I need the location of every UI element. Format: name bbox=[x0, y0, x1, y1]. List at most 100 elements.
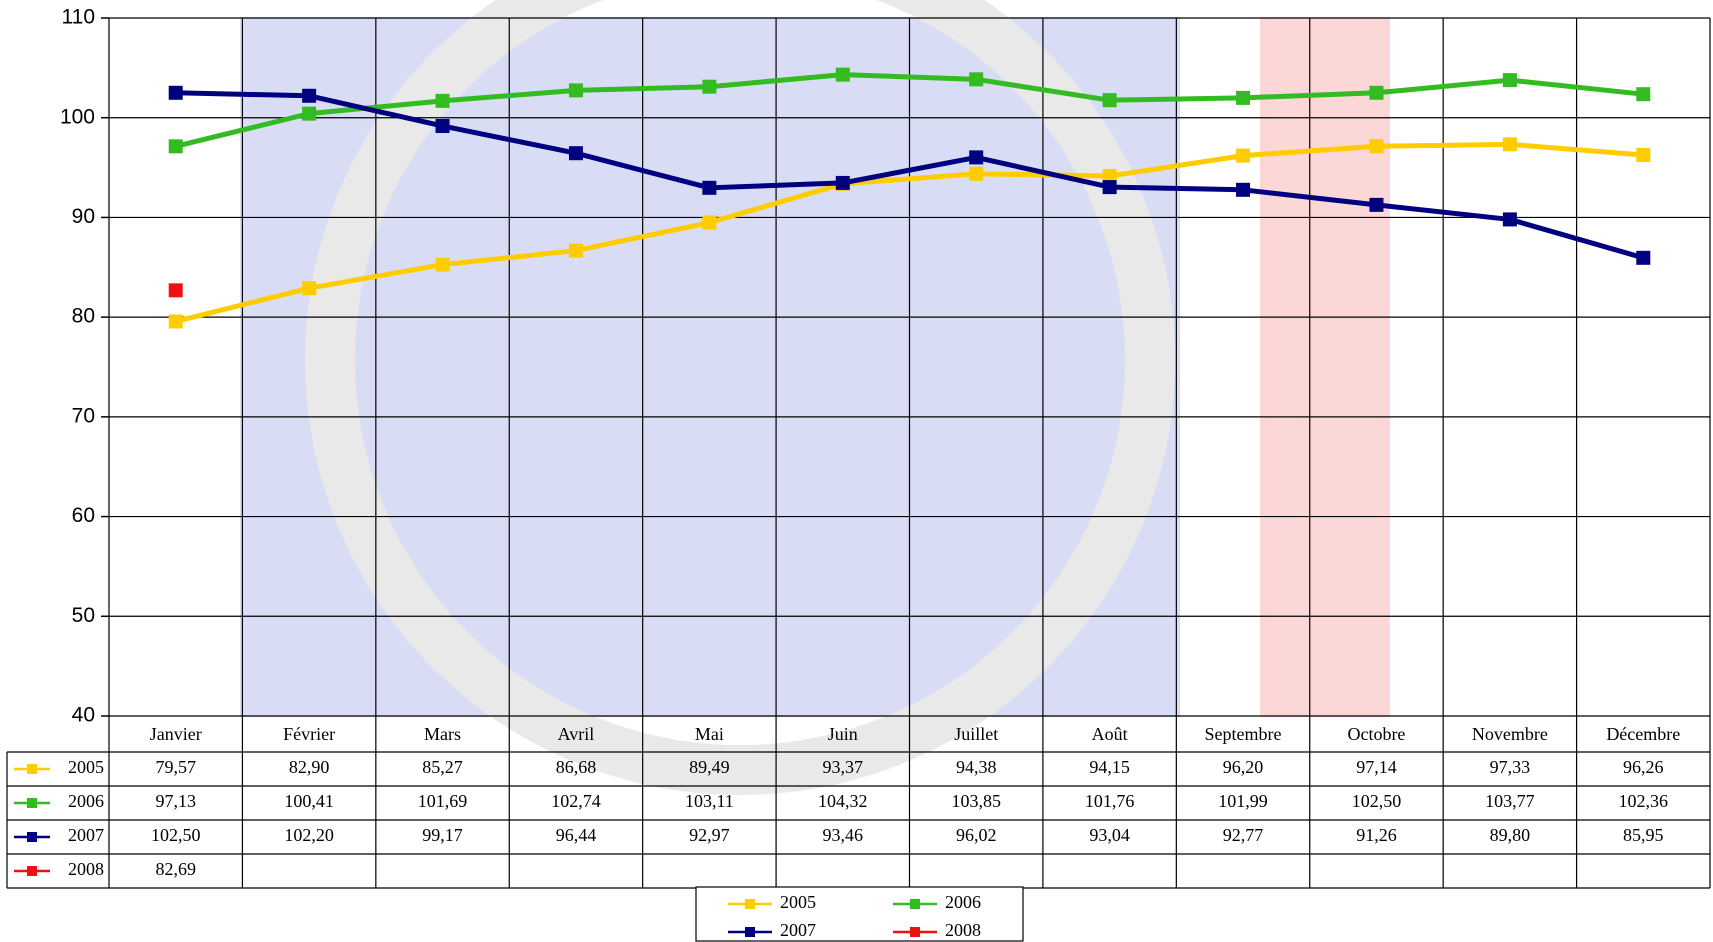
table-series-name: 2006 bbox=[68, 791, 104, 811]
x-tick-label: Juillet bbox=[954, 724, 998, 744]
table-value: 96,44 bbox=[556, 825, 597, 845]
x-tick-label: Avril bbox=[558, 724, 595, 744]
x-tick-label: Août bbox=[1092, 724, 1128, 744]
point-marker bbox=[302, 89, 316, 103]
table-value: 89,49 bbox=[689, 757, 730, 777]
point-marker bbox=[302, 107, 316, 121]
point-marker bbox=[169, 283, 183, 297]
table-value: 85,95 bbox=[1623, 825, 1664, 845]
table-value: 94,38 bbox=[956, 757, 997, 777]
legend-marker bbox=[27, 798, 37, 808]
legend-marker bbox=[27, 764, 37, 774]
x-tick-label: Juin bbox=[828, 724, 858, 744]
table-value: 102,50 bbox=[151, 825, 201, 845]
x-tick-label: Novembre bbox=[1472, 724, 1548, 744]
y-tick-label: 110 bbox=[62, 6, 95, 29]
x-tick-label: Septembre bbox=[1205, 724, 1282, 744]
point-marker bbox=[969, 72, 983, 86]
table-value: 99,17 bbox=[422, 825, 463, 845]
point-marker bbox=[702, 181, 716, 195]
y-tick-label: 40 bbox=[72, 704, 95, 727]
y-tick-label: 80 bbox=[72, 305, 95, 328]
point-marker bbox=[1636, 148, 1650, 162]
table-value: 101,99 bbox=[1218, 791, 1268, 811]
legend-label: 2008 bbox=[945, 920, 981, 940]
point-marker bbox=[1503, 212, 1517, 226]
table-value: 92,97 bbox=[689, 825, 730, 845]
point-marker bbox=[1103, 180, 1117, 194]
table-series-name: 2008 bbox=[68, 859, 104, 879]
table-value: 101,69 bbox=[418, 791, 468, 811]
table-value: 102,74 bbox=[551, 791, 601, 811]
point-marker bbox=[1103, 93, 1117, 107]
table-value: 96,26 bbox=[1623, 757, 1664, 777]
legend-marker bbox=[27, 832, 37, 842]
table-value: 102,20 bbox=[284, 825, 334, 845]
y-tick-label: 60 bbox=[72, 504, 95, 527]
table-value: 93,46 bbox=[823, 825, 864, 845]
table-value: 97,33 bbox=[1490, 757, 1531, 777]
table-value: 89,80 bbox=[1490, 825, 1531, 845]
table-value: 93,37 bbox=[823, 757, 864, 777]
point-marker bbox=[1236, 183, 1250, 197]
table-value: 91,26 bbox=[1356, 825, 1397, 845]
legend-marker bbox=[745, 899, 755, 909]
table-series-name: 2005 bbox=[68, 757, 104, 777]
point-marker bbox=[1503, 137, 1517, 151]
point-marker bbox=[169, 86, 183, 100]
point-marker bbox=[1636, 251, 1650, 265]
legend-label: 2005 bbox=[780, 892, 816, 912]
table-value: 92,77 bbox=[1223, 825, 1264, 845]
point-marker bbox=[169, 314, 183, 328]
table-value: 94,15 bbox=[1089, 757, 1130, 777]
point-marker bbox=[569, 83, 583, 97]
x-tick-label: Mars bbox=[424, 724, 461, 744]
table-value: 102,36 bbox=[1619, 791, 1669, 811]
y-tick-label: 50 bbox=[72, 604, 95, 627]
table-value: 97,13 bbox=[155, 791, 196, 811]
point-marker bbox=[1369, 86, 1383, 100]
table-value: 100,41 bbox=[284, 791, 334, 811]
x-tick-label: Mai bbox=[695, 724, 724, 744]
point-marker bbox=[1236, 149, 1250, 163]
point-marker bbox=[1369, 198, 1383, 212]
legend-marker bbox=[745, 927, 755, 937]
table-value: 85,27 bbox=[422, 757, 463, 777]
point-marker bbox=[302, 281, 316, 295]
x-tick-label: Février bbox=[283, 724, 335, 744]
point-marker bbox=[836, 68, 850, 82]
table-value: 102,50 bbox=[1352, 791, 1402, 811]
point-marker bbox=[702, 80, 716, 94]
y-tick-label: 70 bbox=[72, 404, 95, 427]
table-value: 103,85 bbox=[951, 791, 1001, 811]
point-marker bbox=[169, 139, 183, 153]
table-value: 82,90 bbox=[289, 757, 330, 777]
legend-marker bbox=[910, 927, 920, 937]
x-tick-label: Janvier bbox=[150, 724, 202, 744]
table-value: 96,20 bbox=[1223, 757, 1264, 777]
y-tick-label: 100 bbox=[60, 105, 95, 128]
legend-label: 2006 bbox=[945, 892, 981, 912]
point-marker bbox=[836, 176, 850, 190]
point-marker bbox=[1369, 139, 1383, 153]
legend-label: 2007 bbox=[780, 920, 816, 940]
point-marker bbox=[969, 167, 983, 181]
table-value: 93,04 bbox=[1089, 825, 1130, 845]
watermark bbox=[240, 0, 1390, 770]
point-marker bbox=[569, 244, 583, 258]
table-value: 79,57 bbox=[155, 757, 196, 777]
point-marker bbox=[436, 258, 450, 272]
point-marker bbox=[436, 119, 450, 133]
point-marker bbox=[1236, 91, 1250, 105]
point-marker bbox=[436, 94, 450, 108]
table-value: 86,68 bbox=[556, 757, 597, 777]
x-tick-label: Décembre bbox=[1606, 724, 1680, 744]
table-value: 96,02 bbox=[956, 825, 997, 845]
point-marker bbox=[702, 216, 716, 230]
table-value: 97,14 bbox=[1356, 757, 1397, 777]
point-marker bbox=[1636, 87, 1650, 101]
point-marker bbox=[1503, 73, 1517, 87]
chart: 405060708090100110JanvierFévrierMarsAvri… bbox=[0, 0, 1713, 942]
table-value: 103,77 bbox=[1485, 791, 1535, 811]
legend-marker bbox=[27, 866, 37, 876]
